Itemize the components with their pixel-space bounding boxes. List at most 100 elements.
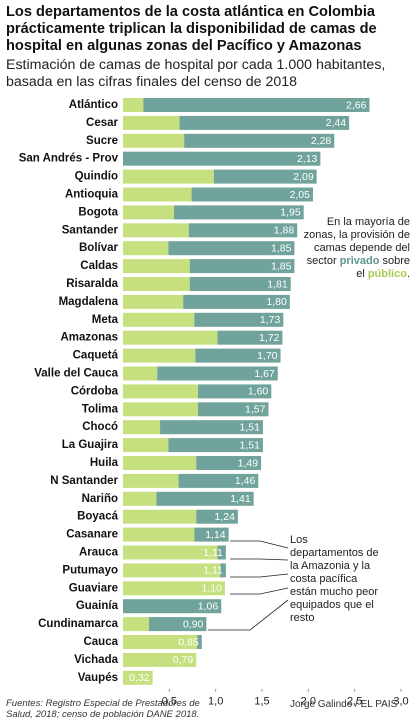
bar-segment	[123, 294, 184, 309]
value-label: 1,06	[198, 600, 219, 612]
value-label: 1,85	[271, 260, 292, 272]
value-label: 0,90	[183, 618, 204, 630]
bar-segment	[123, 384, 199, 399]
value-label: 1,85	[271, 242, 292, 254]
y-tick-label: Bolívar	[79, 242, 119, 254]
value-label: 1,46	[235, 475, 256, 487]
y-tick-label: Vichada	[74, 654, 118, 666]
value-label: 1,73	[260, 314, 281, 326]
y-tick-label: Magdalena	[59, 296, 119, 308]
y-tick-label: Huila	[90, 457, 119, 469]
y-tick-label: La Guajira	[62, 439, 119, 451]
value-label: 2,28	[311, 135, 332, 147]
source: Fuentes: Registro Especial de Prestadore…	[6, 698, 200, 720]
bar-segment	[217, 545, 226, 560]
bar-segment	[123, 420, 161, 435]
y-tick-label: Guainía	[76, 600, 119, 612]
chart-subtitle: Estimación de camas de hospital por cada…	[6, 57, 386, 90]
bar-segment	[123, 456, 197, 470]
bar-segment	[123, 599, 222, 614]
leader-line	[208, 599, 289, 631]
bar-segment	[196, 456, 262, 470]
y-tick-label: Cauca	[83, 636, 118, 648]
y-tick-label: Córdoba	[71, 385, 119, 397]
bar-segment	[213, 169, 317, 184]
bar-segment	[194, 312, 284, 327]
y-tick-label: Tolima	[82, 403, 119, 415]
bar-segment	[173, 205, 304, 220]
bar-segment	[123, 348, 196, 363]
bar-segment	[197, 635, 202, 649]
value-label: 1,67	[254, 368, 275, 380]
leader-line	[230, 540, 289, 549]
bar-segment	[198, 402, 269, 417]
x-tick-label: 2,0	[301, 696, 316, 708]
annotation: Los departamentos de la Amazonia y la co…	[290, 534, 379, 624]
value-label: 1,95	[280, 207, 301, 219]
credit: Jorge Galindo / EL PAIS	[290, 699, 398, 710]
y-tick-label: San Andrés - Prov	[19, 153, 119, 165]
bar-segment	[123, 259, 190, 274]
value-label: 2,66	[346, 99, 367, 111]
y-tick-label: Caldas	[80, 260, 118, 272]
bar-segment	[123, 330, 218, 345]
y-tick-label: N Santander	[50, 475, 118, 487]
leader-line	[230, 573, 289, 578]
y-tick-label: Valle del Cauca	[34, 368, 118, 380]
bar-segment	[123, 563, 221, 578]
value-label: 1,10	[201, 583, 222, 595]
value-label: 0,32	[129, 672, 150, 684]
y-tick-label: Caquetá	[73, 350, 119, 362]
bar-segment	[123, 581, 225, 596]
value-label: 1,80	[266, 296, 287, 308]
bar-segment	[123, 635, 198, 649]
annotation-text: público	[367, 268, 407, 280]
bar-segment	[196, 509, 238, 524]
y-tick-label: Arauca	[79, 547, 119, 559]
annotation-text: privado	[339, 255, 380, 267]
bar-segment	[123, 115, 180, 130]
bar-segment	[143, 98, 370, 112]
value-label: 1,60	[248, 386, 269, 398]
chart-title: Los departamentos de la costa atlántica …	[6, 4, 377, 54]
bar-segment	[195, 348, 281, 363]
annotation-text: En la mayoría de zonas, la provisión de …	[303, 216, 410, 267]
bar-segment	[123, 241, 169, 256]
y-tick-label: Guaviare	[69, 582, 118, 594]
value-label: 1,81	[267, 278, 288, 290]
bar-segment	[123, 438, 169, 453]
bar-segment	[217, 330, 283, 345]
y-tick-label: Atlántico	[69, 99, 118, 111]
leader-lines	[208, 540, 289, 631]
value-label: 1,14	[205, 529, 226, 541]
bar-segment	[123, 527, 195, 542]
value-label: 2,09	[293, 171, 314, 183]
bar-segment	[123, 652, 197, 667]
bar-segment	[123, 223, 189, 238]
y-tick-label: Meta	[92, 314, 119, 326]
value-label: 1,51	[239, 439, 260, 451]
bar-segment	[179, 115, 350, 130]
y-tick-label: Quindío	[75, 171, 118, 183]
bar-segment	[184, 133, 335, 148]
bar-segment	[168, 241, 295, 256]
y-tick-label: Santander	[62, 224, 119, 236]
value-label: 1,11	[203, 547, 223, 559]
y-tick-label: Antioquia	[65, 189, 119, 201]
bar-segment	[123, 312, 195, 327]
bar-segment	[160, 420, 263, 435]
x-tick-label: 3,0	[393, 696, 408, 708]
bar-segment	[123, 366, 158, 381]
value-label: 2,13	[297, 153, 318, 165]
bar-segment	[168, 438, 263, 453]
bar-segment	[123, 545, 218, 560]
bar-segment	[188, 223, 298, 238]
bar-segment	[198, 384, 272, 399]
y-tick-label: Putumayo	[62, 564, 118, 576]
bar-segment	[220, 563, 226, 578]
value-label: 0,85	[178, 636, 199, 648]
bar-segment	[123, 402, 199, 417]
bar-segment	[189, 259, 295, 274]
value-label: 1,41	[230, 493, 251, 505]
